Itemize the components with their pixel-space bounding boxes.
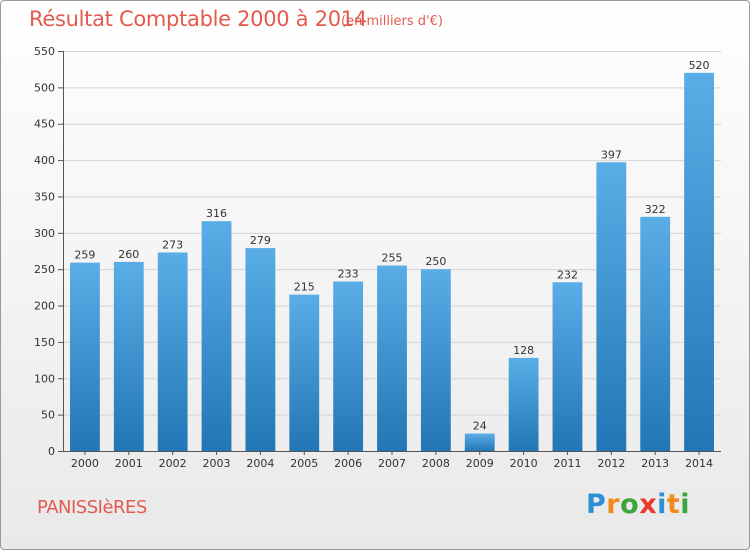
bar-value-label: 273 xyxy=(162,238,183,251)
bar xyxy=(245,248,276,451)
bar-value-label: 259 xyxy=(74,249,95,262)
bar-value-label: 322 xyxy=(645,203,666,216)
logo-letter: i xyxy=(657,489,667,520)
x-tick-label: 2004 xyxy=(246,457,274,470)
x-tick-label: 2000 xyxy=(71,457,99,470)
y-tick-label: 350 xyxy=(34,190,55,203)
chart-subtitle: (en milliers d'€) xyxy=(341,14,443,29)
y-tick-label: 550 xyxy=(34,45,55,58)
x-tick-label: 2001 xyxy=(115,457,143,470)
x-tick-label: 2012 xyxy=(597,457,625,470)
chart-title: Résultat Comptable 2000 à 2014 xyxy=(29,7,367,31)
bar-value-label: 24 xyxy=(473,420,487,433)
x-tick-label: 2014 xyxy=(685,457,713,470)
axes xyxy=(58,51,721,455)
y-tick-label: 250 xyxy=(34,263,55,276)
logo-letter: r xyxy=(606,489,621,520)
x-tick-label: 2002 xyxy=(159,457,187,470)
x-tick-label: 2008 xyxy=(422,457,450,470)
bar-value-label: 255 xyxy=(382,252,403,265)
bar xyxy=(508,357,539,451)
bar xyxy=(70,262,100,451)
bar-value-label: 232 xyxy=(557,268,578,281)
bar xyxy=(113,261,144,451)
x-tick-label: 2011 xyxy=(553,457,581,470)
bar-value-label: 316 xyxy=(206,207,227,220)
bar xyxy=(201,221,232,451)
proxiti-logo[interactable]: Proxiti xyxy=(586,489,690,520)
logo-letter: t xyxy=(666,489,681,520)
bar-value-label: 250 xyxy=(425,255,446,268)
bar-value-label: 260 xyxy=(118,248,139,261)
bar-value-label: 233 xyxy=(338,268,359,281)
y-tick-label: 0 xyxy=(48,445,55,458)
bar xyxy=(596,162,627,452)
y-tick-label: 150 xyxy=(34,336,55,349)
bar xyxy=(377,265,407,451)
y-tick-label: 450 xyxy=(34,118,55,131)
bar xyxy=(289,294,320,451)
bar xyxy=(333,281,364,451)
x-tick-label: 2003 xyxy=(203,457,231,470)
bar-value-label: 520 xyxy=(689,59,710,72)
bar-value-label: 279 xyxy=(250,234,271,247)
x-tick-label: 2009 xyxy=(466,457,494,470)
commune-name: PANISSIèRES xyxy=(37,497,147,518)
bar xyxy=(684,72,714,452)
bar xyxy=(640,216,671,451)
labels: 0 50 100 150 200 250 300 350 400 450 500 550 259 2000… xyxy=(34,45,713,470)
bar-value-label: 128 xyxy=(513,344,534,357)
x-tick-label: 2006 xyxy=(334,457,362,470)
bar xyxy=(552,282,583,451)
y-tick-label: 500 xyxy=(34,81,55,94)
x-tick-label: 2013 xyxy=(641,457,669,470)
y-tick-label: 100 xyxy=(34,372,55,385)
y-tick-label: 200 xyxy=(34,300,55,313)
bar xyxy=(157,252,188,451)
bar-value-label: 215 xyxy=(294,281,315,294)
y-tick-label: 50 xyxy=(41,409,55,422)
logo-letter: x xyxy=(639,489,658,520)
x-tick-label: 2010 xyxy=(510,457,538,470)
bars xyxy=(70,72,714,452)
x-tick-label: 2005 xyxy=(290,457,318,470)
bar xyxy=(464,433,495,451)
y-tick-label: 300 xyxy=(34,227,55,240)
bar-value-label: 397 xyxy=(601,148,622,161)
x-tick-label: 2007 xyxy=(378,457,406,470)
logo-letter: o xyxy=(620,489,640,520)
logo-letter: i xyxy=(680,489,691,520)
y-tick-label: 400 xyxy=(34,154,55,167)
logo-letter: P xyxy=(586,489,607,520)
bar xyxy=(420,269,451,451)
